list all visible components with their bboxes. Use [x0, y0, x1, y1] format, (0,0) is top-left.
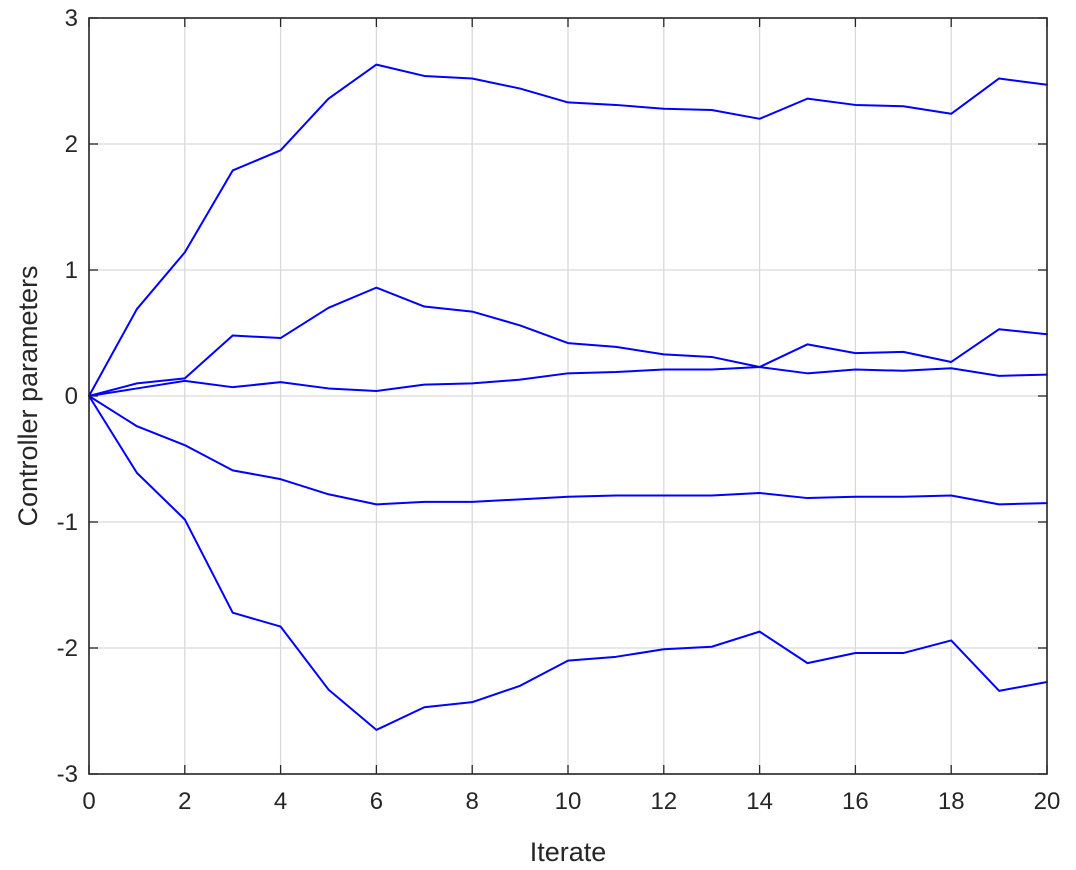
x-tick-label: 20	[1034, 788, 1061, 815]
x-axis-label: Iterate	[530, 837, 607, 867]
x-tick-label: 0	[82, 788, 95, 815]
x-tick-labels: 0 2 4 6 8 10 12 14 16 18 20	[82, 788, 1060, 815]
series-line-2	[88, 286, 1048, 397]
x-tick-label: 10	[555, 788, 582, 815]
tick-marks	[88, 17, 1048, 775]
y-tick-label: -1	[57, 509, 78, 536]
x-tick-label: 4	[274, 788, 287, 815]
series-line-1	[88, 63, 1048, 397]
series-line-5	[88, 395, 1048, 731]
series-line-4	[88, 395, 1048, 506]
x-tick-label: 14	[746, 788, 773, 815]
y-tick-labels: -3 -2 -1 0 1 2 3	[57, 5, 78, 788]
y-tick-label: 3	[65, 5, 78, 32]
y-tick-label: -2	[57, 635, 78, 662]
y-tick-label: 1	[65, 257, 78, 284]
series-lines	[88, 63, 1048, 731]
y-tick-label: 2	[65, 131, 78, 158]
x-tick-label: 16	[842, 788, 869, 815]
x-tick-label: 12	[650, 788, 677, 815]
y-axis-label: Controller parameters	[13, 265, 43, 526]
x-tick-label: 18	[938, 788, 965, 815]
series-line-3	[88, 366, 1048, 397]
y-tick-label: 0	[65, 383, 78, 410]
y-tick-label: -3	[57, 761, 78, 788]
x-tick-label: 8	[466, 788, 479, 815]
x-tick-label: 6	[370, 788, 383, 815]
x-tick-label: 2	[178, 788, 191, 815]
